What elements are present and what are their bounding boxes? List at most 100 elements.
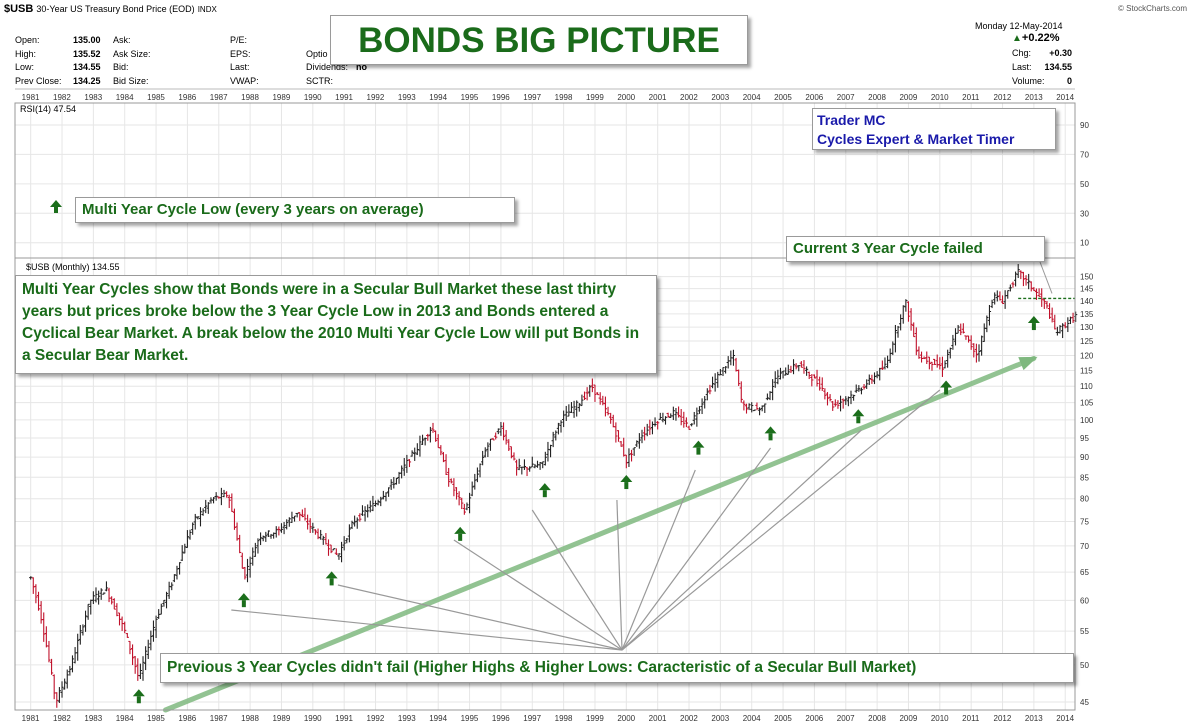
ohlc-bar xyxy=(904,299,908,312)
quote-label: Bid: xyxy=(113,62,129,72)
ohlc-bar xyxy=(980,335,984,356)
quote-label: Ask: xyxy=(113,35,131,45)
cycle-low-arrow-icon xyxy=(1027,316,1040,331)
ohlc-bar xyxy=(1032,286,1036,291)
ohlc-bar xyxy=(478,463,482,478)
ohlc-bar xyxy=(697,406,702,414)
ohlc-bar xyxy=(784,367,788,376)
x-tick-label-bottom: 1989 xyxy=(272,714,290,723)
ohlc-bar xyxy=(488,438,493,451)
ohlc-bar xyxy=(721,367,725,377)
ohlc-bar xyxy=(483,447,487,458)
ohlc-bar xyxy=(528,466,532,472)
ohlc-bar xyxy=(211,497,216,504)
ohlc-bar xyxy=(449,478,453,484)
ohlc-bar xyxy=(731,349,736,366)
ohlc-bar xyxy=(334,548,338,555)
ohlc-bar xyxy=(554,430,558,441)
ohlc-bar xyxy=(1027,273,1031,290)
ohlc-bar xyxy=(31,577,35,594)
quote-label: Ask Size: xyxy=(113,48,151,59)
ohlc-bar xyxy=(141,656,145,681)
ohlc-bar xyxy=(564,405,568,421)
ohlc-bar xyxy=(371,495,375,512)
ohlc-bar xyxy=(517,458,521,471)
ohlc-bar xyxy=(94,587,98,603)
ohlc-bar xyxy=(177,562,182,575)
ohlc-bar xyxy=(261,535,265,542)
ohlc-bar xyxy=(266,530,271,537)
rsi-y-tick-label: 30 xyxy=(1080,209,1089,218)
ohlc-bar xyxy=(238,534,242,554)
ohlc-bar xyxy=(661,412,665,423)
ohlc-bar xyxy=(496,428,500,435)
ohlc-bar xyxy=(917,346,921,359)
trendline xyxy=(162,261,1075,713)
arrow-head xyxy=(325,571,338,579)
x-tick-label-top: 1989 xyxy=(272,93,290,102)
x-tick-label-bottom: 1987 xyxy=(210,714,228,723)
ohlc-bar xyxy=(750,402,754,413)
ohlc-bar xyxy=(614,422,618,443)
ohlc-bar xyxy=(319,529,323,540)
arrow-shaft xyxy=(696,447,701,455)
ohlc-bar xyxy=(546,441,550,462)
x-tick-label-top: 1988 xyxy=(241,93,259,102)
ohlc-bar xyxy=(295,512,299,518)
ohlc-bar xyxy=(885,355,890,369)
ohlc-bar xyxy=(164,591,169,609)
arrow-shaft xyxy=(624,482,629,490)
trendline-arrowhead xyxy=(1018,356,1038,371)
ohlc-bar xyxy=(708,384,712,395)
ohlc-bar xyxy=(426,433,430,441)
ohlc-bar xyxy=(154,615,158,639)
ohlc-bar xyxy=(57,687,62,703)
ohlc-bar xyxy=(1037,288,1041,297)
ohlc-bar xyxy=(240,552,244,569)
ohlc-bar xyxy=(588,384,592,397)
ohlc-bar xyxy=(214,492,218,501)
ohlc-bar xyxy=(128,640,132,655)
ohlc-bar xyxy=(993,292,997,305)
ohlc-bar xyxy=(183,543,187,554)
ohlc-bar xyxy=(666,412,670,418)
ohlc-bar xyxy=(232,508,237,530)
ohlc-bar xyxy=(1003,290,1007,309)
quote-label: P/E: xyxy=(230,35,248,45)
ohlc-bar xyxy=(49,658,54,675)
ohlc-bar xyxy=(465,502,469,511)
ohlc-bar xyxy=(575,400,579,417)
secular-trendline xyxy=(162,355,1037,713)
price-y-tick-label: 145 xyxy=(1080,285,1094,294)
ohlc-bar xyxy=(616,430,621,442)
ohlc-bar xyxy=(880,360,884,370)
ohlc-bar xyxy=(329,544,333,554)
last-label: Last: xyxy=(1012,62,1032,72)
quote-value: 135.00 xyxy=(73,35,101,45)
ohlc-bar xyxy=(535,460,540,468)
ohlc-bar xyxy=(342,536,346,551)
quote-label: High: xyxy=(15,48,37,59)
ohlc-bar xyxy=(78,624,82,645)
ohlc-bar xyxy=(512,452,516,461)
pointer-line xyxy=(616,499,623,651)
arrow-shaft xyxy=(329,578,334,586)
x-tick-label-top: 2012 xyxy=(994,93,1012,102)
ohlc-bar xyxy=(386,487,391,497)
ohlc-bar xyxy=(144,646,148,671)
ohlc-bar xyxy=(206,502,210,514)
cycle-low-legend: Multi Year Cycle Low (every 3 years on a… xyxy=(75,197,515,223)
ohlc-bar xyxy=(637,433,641,449)
price-panel-frame xyxy=(14,257,1076,711)
ohlc-bar xyxy=(812,374,817,379)
pointer-line xyxy=(337,584,623,651)
x-tick-label-bottom: 1982 xyxy=(53,714,71,723)
x-tick-label-bottom: 2002 xyxy=(680,714,698,723)
cycle-low-arrow-icon xyxy=(538,483,551,498)
ohlc-bar xyxy=(896,325,900,338)
ohlc-bar xyxy=(102,592,106,595)
x-tick-label-bottom: 1991 xyxy=(335,714,353,723)
ohlc-bar xyxy=(1042,298,1046,309)
ohlc-bar xyxy=(1024,275,1028,286)
ohlc-bar xyxy=(593,384,597,402)
